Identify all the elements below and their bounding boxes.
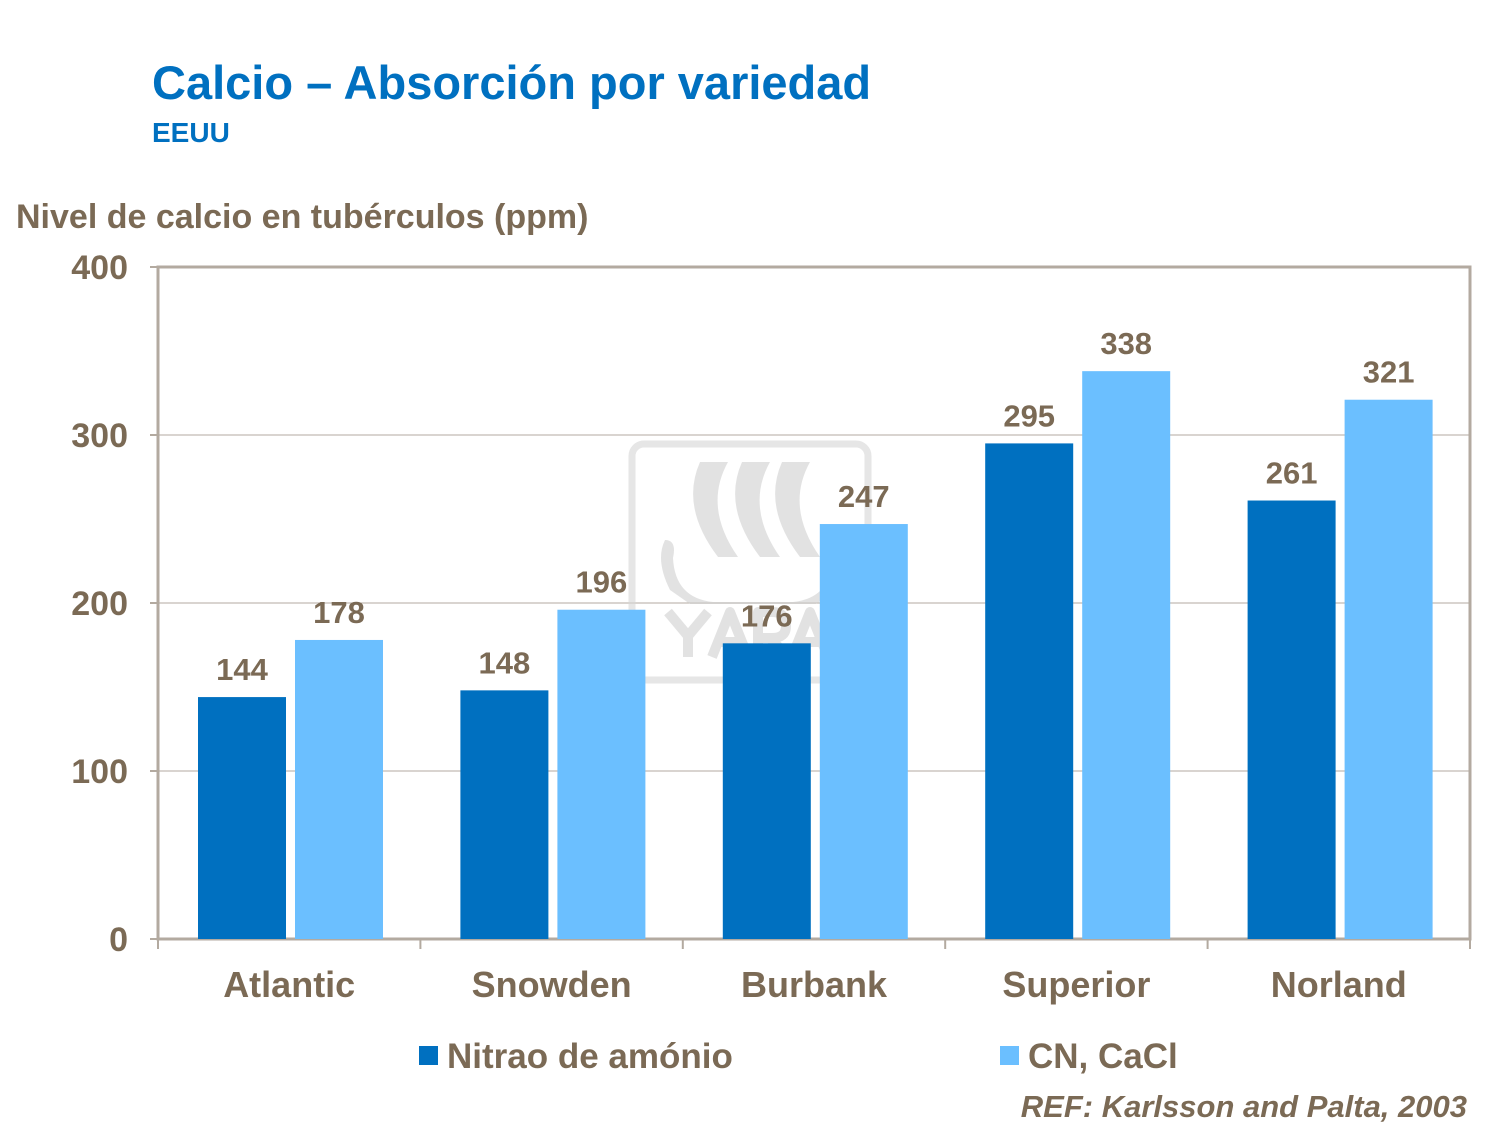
x-tick-label: Norland	[1271, 964, 1407, 1005]
legend-label-cn-cacl: CN, CaCl	[1028, 1037, 1178, 1076]
data-label: 178	[313, 595, 365, 630]
bar-atlantic-1	[295, 639, 383, 939]
y-tick-label: 100	[71, 753, 128, 791]
bar-superior-1	[1082, 371, 1171, 939]
axes: 0 100 200 300 400 Atlantic Snowden Burbank Super…	[71, 249, 1471, 1005]
bar-norland-0	[1247, 500, 1336, 939]
data-labels: 144 178 148 196 176 247 295 338 261 321	[216, 326, 1414, 687]
bar-superior-0	[985, 443, 1074, 939]
x-tick-label: Superior	[1002, 964, 1150, 1005]
bar-snowden-0	[460, 690, 549, 939]
y-tick-label: 200	[71, 585, 128, 623]
y-tick-label: 300	[71, 417, 128, 455]
data-label: 176	[741, 598, 793, 633]
data-label: 321	[1363, 355, 1415, 390]
bar-burbank-1	[819, 524, 908, 939]
bar-norland-1	[1344, 399, 1433, 940]
y-axis-label: Nivel de calcio en tubérculos (ppm)	[16, 198, 588, 236]
bar-burbank-0	[722, 643, 811, 939]
x-tick-label: Snowden	[472, 964, 632, 1005]
data-label: 247	[838, 479, 890, 514]
data-label: 338	[1100, 326, 1152, 361]
data-label: 261	[1266, 456, 1318, 491]
chart-title: Calcio – Absorción por variedad	[152, 56, 871, 109]
data-label: 196	[576, 565, 628, 600]
legend-swatch-nitrao	[419, 1046, 438, 1065]
bar-atlantic-0	[198, 697, 286, 939]
legend-label-nitrao: Nitrao de amónio	[447, 1037, 733, 1076]
bar-snowden-1	[557, 609, 646, 939]
bars	[198, 371, 1433, 940]
legend: Nitrao de amónio CN, CaCl	[419, 1037, 1178, 1076]
data-label: 148	[479, 645, 531, 680]
x-tick-label: Atlantic	[223, 964, 355, 1005]
chart-subtitle: EEUU	[152, 117, 230, 148]
y-tick-label: 400	[71, 249, 128, 287]
data-label: 144	[216, 652, 268, 687]
y-tick-label: 0	[109, 921, 128, 959]
x-tick-label: Burbank	[741, 964, 888, 1005]
legend-swatch-cn-cacl	[1000, 1046, 1019, 1065]
data-label: 295	[1003, 398, 1055, 433]
reference-note: REF: Karlsson and Palta, 2003	[1021, 1089, 1467, 1124]
